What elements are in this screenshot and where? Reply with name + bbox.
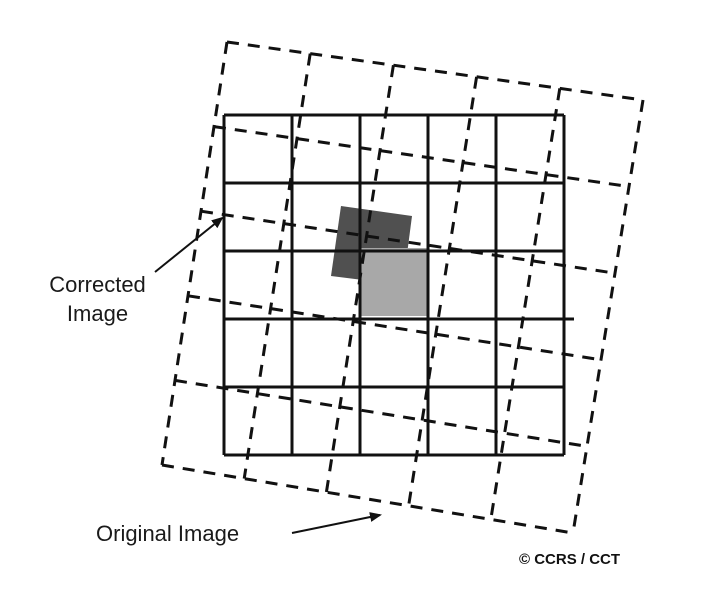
original-grid-hline xyxy=(161,463,574,535)
original-image-label: Original Image xyxy=(96,521,240,546)
original-grid-vline xyxy=(324,64,395,493)
original-grid-vline xyxy=(242,53,312,479)
original-image-arrow xyxy=(291,512,382,534)
original-image-grid xyxy=(160,40,645,535)
original-grid-vline xyxy=(571,99,645,534)
original-grid-hline xyxy=(174,378,588,448)
corrected-image-label-line1: Corrected xyxy=(49,272,146,297)
original-grid-hline xyxy=(213,125,630,189)
original-grid-vline xyxy=(160,41,229,466)
corrected-pixel-highlight xyxy=(360,248,427,316)
corrected-image-label: Corrected Image xyxy=(20,270,175,328)
copyright-notice: © CCRS / CCT xyxy=(519,551,621,568)
original-grid-vline xyxy=(489,88,562,520)
corrected-image-label-line2: Image xyxy=(66,301,129,326)
original-grid-hline xyxy=(200,209,616,275)
original-grid-vline xyxy=(407,76,479,507)
original-grid-hline xyxy=(226,40,644,102)
original-grid-hline xyxy=(187,294,602,362)
corrected-image-arrow xyxy=(154,216,224,273)
